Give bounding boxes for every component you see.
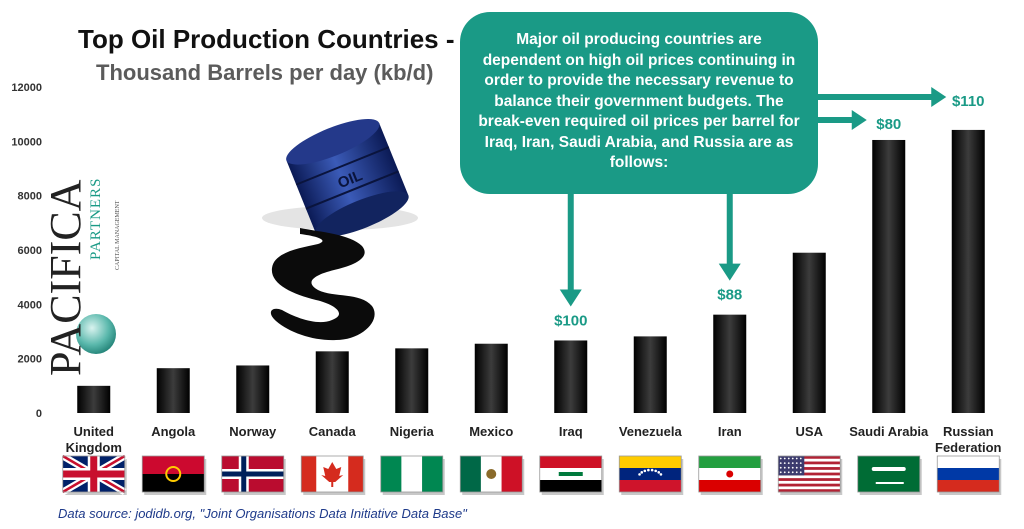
bar-canada bbox=[315, 351, 349, 413]
arrow-head bbox=[718, 263, 741, 281]
x-tick-label: USA bbox=[796, 424, 824, 439]
chart-subtitle: Thousand Barrels per day (kb/d) bbox=[96, 60, 434, 85]
arrow-shaft bbox=[818, 94, 933, 100]
x-tick-label: Norway bbox=[229, 424, 277, 439]
x-tick-label: Canada bbox=[309, 424, 357, 439]
callout-box: Major oil producing countries are depend… bbox=[460, 12, 818, 194]
venezuela-flag-icon bbox=[618, 455, 684, 495]
saudi-flag-icon bbox=[857, 455, 922, 495]
bar-mexico bbox=[474, 343, 508, 413]
russia-flag-icon bbox=[936, 455, 1002, 495]
logo-ball-icon bbox=[76, 314, 116, 354]
mexico-flag-icon bbox=[459, 455, 525, 495]
chart-title: Top Oil Production Countries - bbox=[78, 24, 455, 54]
bar-norway bbox=[236, 365, 270, 413]
break-even-label: $88 bbox=[717, 287, 742, 304]
bar-iraq bbox=[554, 340, 588, 413]
y-tick-label: 6000 bbox=[18, 245, 42, 257]
break-even-label: $80 bbox=[876, 116, 901, 133]
x-tick-label: Angola bbox=[151, 424, 196, 439]
arrow-shaft bbox=[818, 117, 853, 123]
logo-partners: PARTNERS bbox=[88, 178, 104, 260]
x-tick-label: Federation bbox=[935, 440, 1002, 455]
y-tick-label: 4000 bbox=[18, 299, 42, 311]
x-tick-label: Iran bbox=[718, 424, 742, 439]
bar-iran bbox=[713, 314, 747, 413]
bar-usa bbox=[792, 252, 826, 413]
bar-nigeria bbox=[395, 348, 429, 413]
y-tick-label: 10000 bbox=[11, 136, 42, 148]
x-tick-label: Mexico bbox=[469, 424, 513, 439]
x-tick-label: Saudi Arabia bbox=[849, 424, 929, 439]
data-source: Data source: jodidb.org, "Joint Organisa… bbox=[58, 506, 467, 521]
pacifica-logo: PACIFICA PARTNERS CAPITAL MANAGEMENT bbox=[40, 168, 130, 418]
x-tick-label: Iraq bbox=[559, 424, 583, 439]
y-tick-label: 12000 bbox=[11, 82, 42, 94]
break-even-label: $100 bbox=[554, 312, 587, 329]
norway-flag-icon bbox=[221, 455, 286, 495]
bar-angola bbox=[156, 368, 190, 413]
oil-spill-icon bbox=[270, 228, 375, 341]
arrow-shaft bbox=[726, 194, 733, 265]
arrow-head bbox=[851, 110, 867, 130]
bar-saudi-arabia bbox=[872, 139, 906, 413]
bar-united-kingdom bbox=[77, 385, 111, 413]
x-tick-label: Nigeria bbox=[390, 424, 435, 439]
nigeria-flag-icon bbox=[380, 455, 445, 495]
arrow-head bbox=[559, 289, 582, 307]
x-tick-label: Russian bbox=[943, 424, 994, 439]
oil-barrel-icon: OIL bbox=[262, 119, 418, 237]
canada-flag-icon bbox=[300, 455, 366, 495]
y-tick-label: 2000 bbox=[18, 354, 42, 366]
arrow-head bbox=[931, 87, 947, 107]
y-tick-label: 8000 bbox=[18, 191, 42, 203]
logo-name: PACIFICA bbox=[41, 179, 90, 376]
iraq-flag-icon bbox=[539, 455, 604, 495]
x-tick-label: United bbox=[74, 424, 115, 439]
x-tick-label: Venezuela bbox=[619, 424, 683, 439]
x-tick-label: Kingdom bbox=[66, 440, 122, 455]
uk-flag-icon bbox=[60, 452, 127, 496]
iran-flag-icon bbox=[698, 455, 763, 495]
arrow-shaft bbox=[567, 194, 574, 291]
bar-russian-federation bbox=[951, 129, 985, 413]
bar-venezuela bbox=[633, 336, 667, 413]
usa-flag-icon bbox=[777, 455, 843, 495]
break-even-label: $110 bbox=[952, 93, 985, 110]
y-tick-label: 0 bbox=[36, 408, 42, 420]
logo-tagline: CAPITAL MANAGEMENT bbox=[115, 200, 121, 270]
angola-flag-icon bbox=[141, 455, 207, 495]
